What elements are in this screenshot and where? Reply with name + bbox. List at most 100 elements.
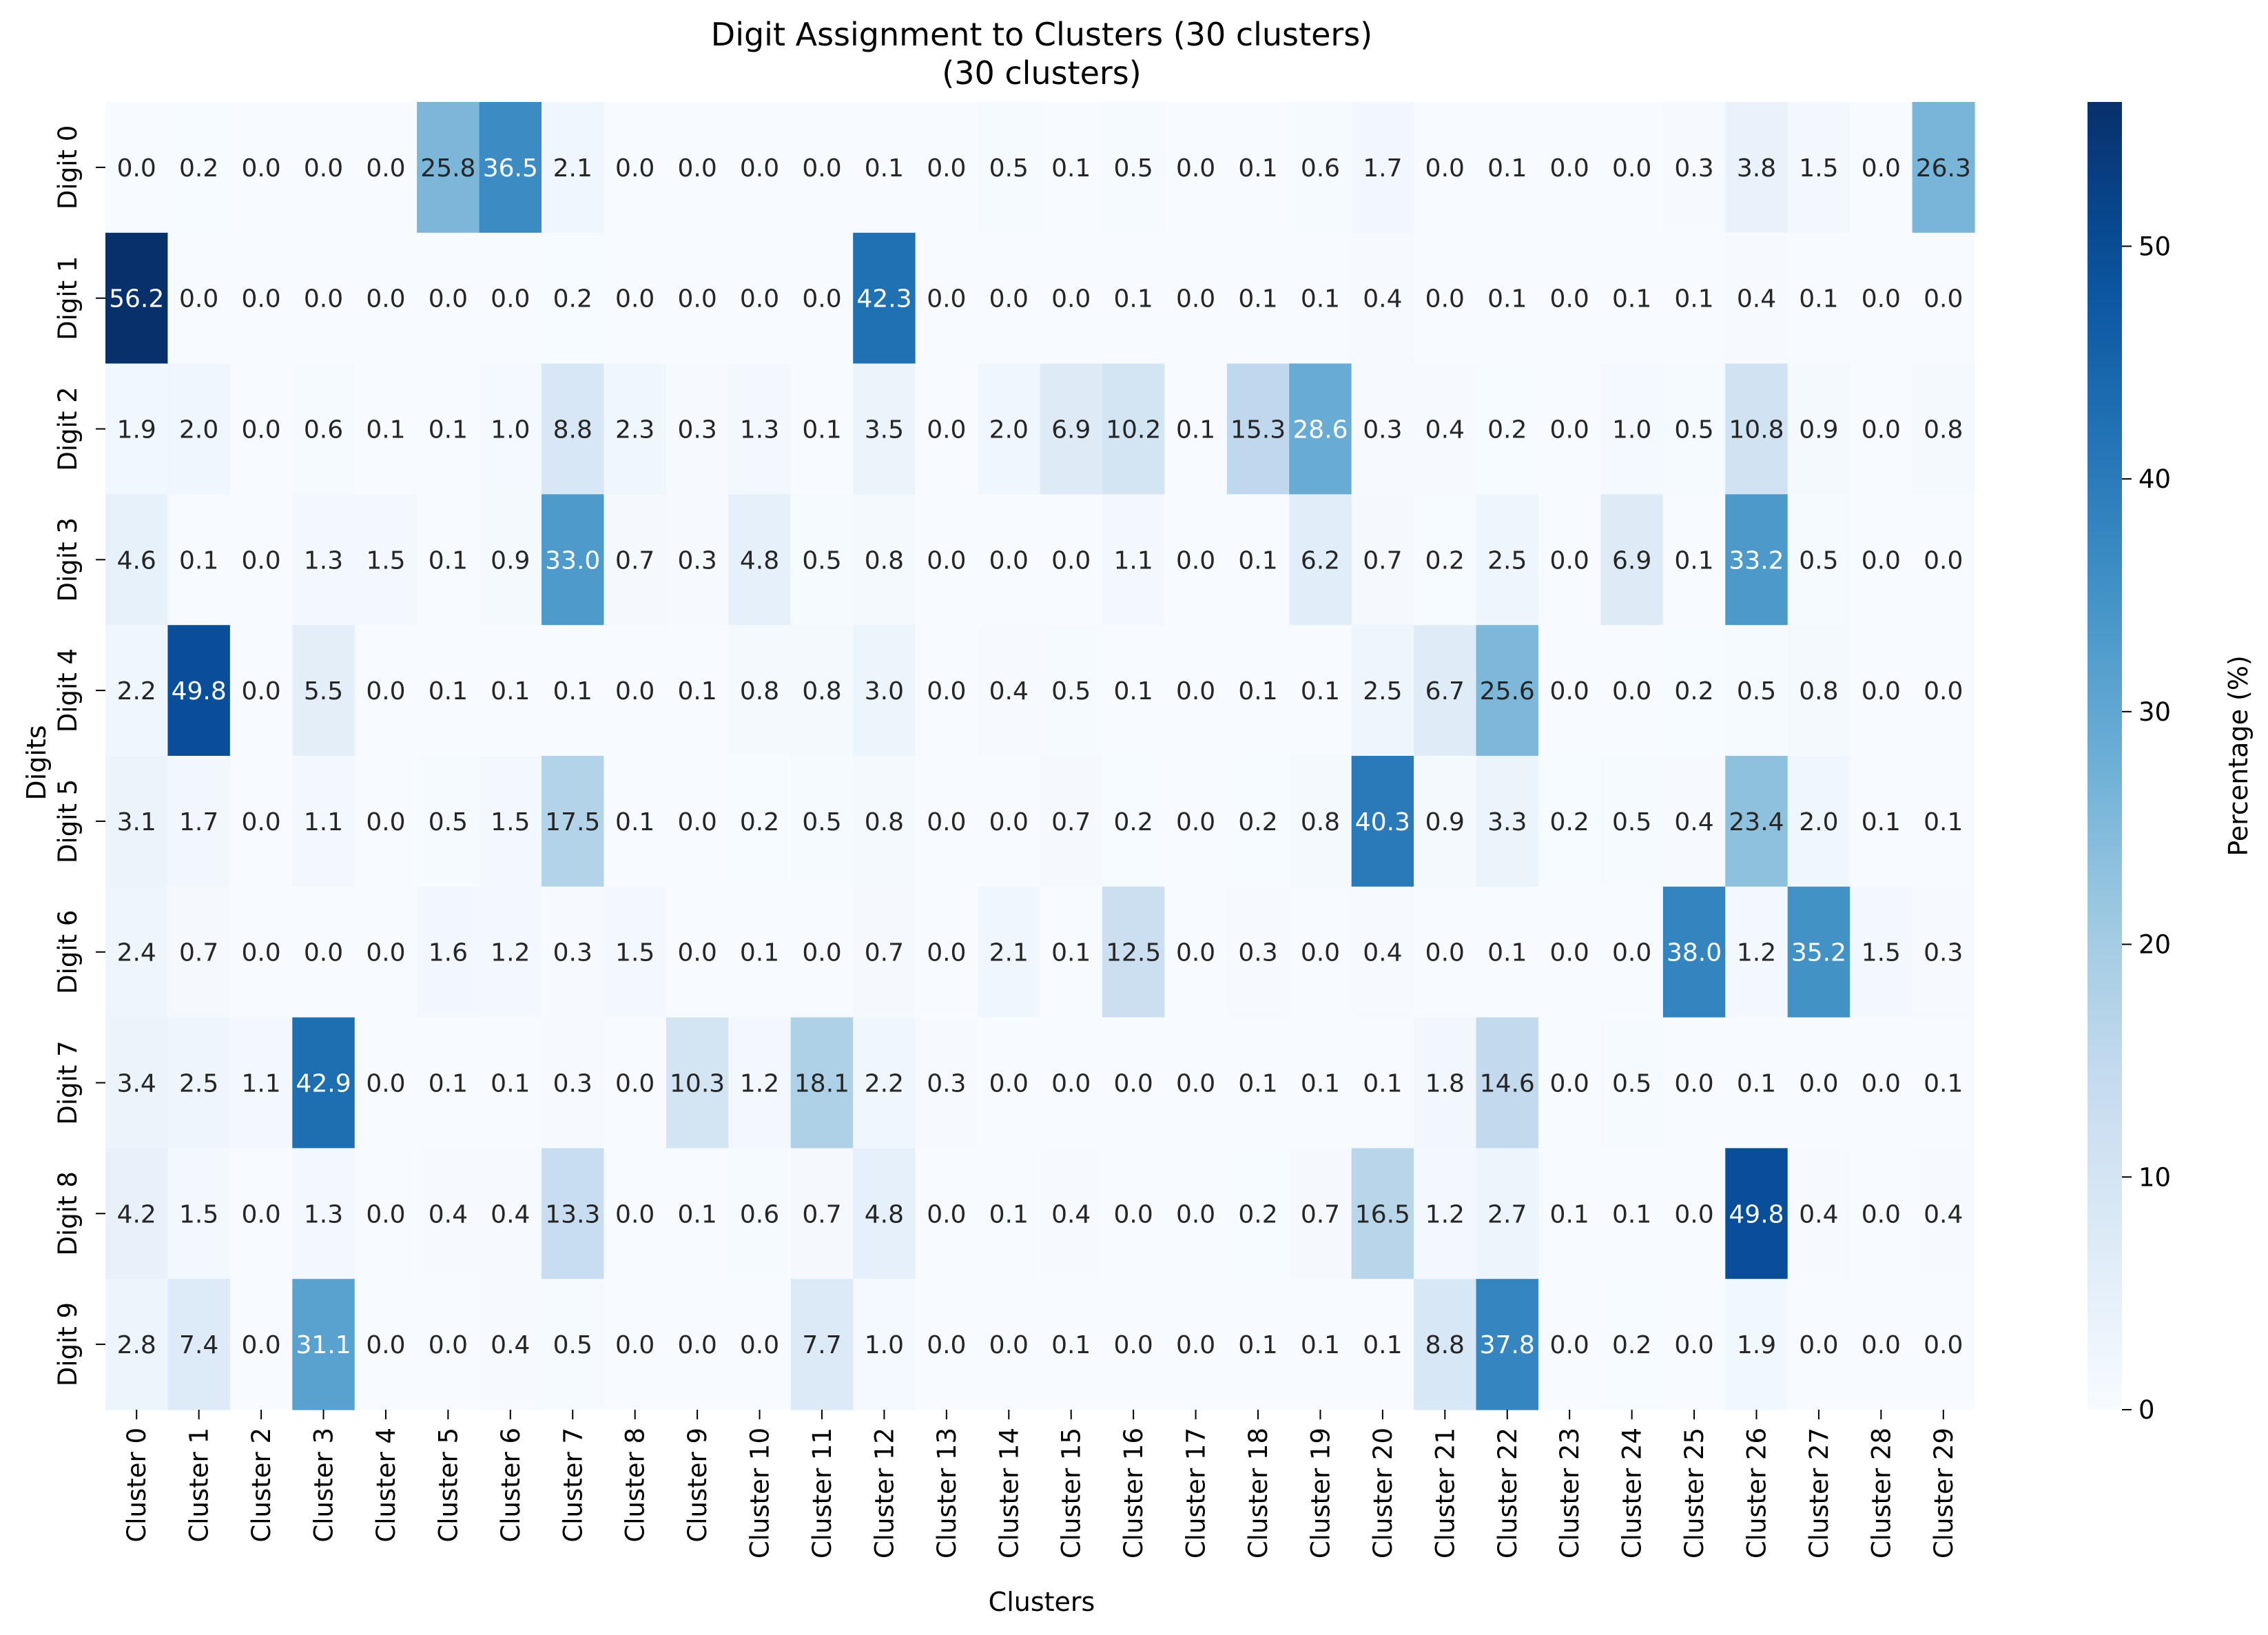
cell-value-label: 0.4 <box>1363 939 1402 967</box>
heatmap-cell <box>1538 1148 1601 1279</box>
cell-value-label: 0.5 <box>1674 416 1713 444</box>
cell-value-label: 0.1 <box>1612 285 1651 313</box>
cell-value-label: 0.0 <box>1862 677 1901 706</box>
heatmap-cell <box>1414 756 1477 887</box>
heatmap-cell <box>604 1017 667 1149</box>
cell-value-label: 0.0 <box>615 677 654 706</box>
heatmap-cell <box>1538 1279 1601 1410</box>
colorbar-tick-label: 40 <box>2138 464 2171 494</box>
heatmap-cell <box>853 232 916 364</box>
cell-value-label: 0.3 <box>553 939 592 967</box>
heatmap-cell <box>915 1017 978 1149</box>
cell-value-label: 0.1 <box>1176 416 1215 444</box>
heatmap-cell <box>417 363 480 495</box>
cell-value-label: 0.0 <box>1550 285 1589 313</box>
cell-value-label: 0.4 <box>1674 808 1713 836</box>
heatmap-cell <box>1538 232 1601 364</box>
heatmap-cell <box>1850 1148 1913 1279</box>
heatmap-cell <box>292 1279 355 1410</box>
x-tick-label: Cluster 3 <box>309 1428 339 1543</box>
cell-value-label: 0.1 <box>1051 939 1091 967</box>
heatmap-cell <box>1289 102 1352 234</box>
cell-value-label: 0.1 <box>1301 1070 1340 1098</box>
cell-value-label: 3.5 <box>865 416 904 444</box>
cell-value-label: 0.1 <box>1674 285 1713 313</box>
cell-value-label: 3.8 <box>1737 154 1776 183</box>
heatmap-cell <box>542 1279 605 1410</box>
cell-value-label: 0.1 <box>1114 677 1153 706</box>
cell-value-label: 0.0 <box>927 939 966 967</box>
cell-value-label: 26.3 <box>1916 154 1971 183</box>
cell-value-label: 0.3 <box>677 416 717 444</box>
heatmap-cell <box>978 886 1041 1018</box>
heatmap-cell <box>105 756 169 887</box>
heatmap-cell <box>1850 363 1913 495</box>
cell-value-label: 0.3 <box>1363 416 1402 444</box>
heatmap-cell <box>167 494 231 626</box>
heatmap-cell <box>1040 1017 1103 1149</box>
cell-value-label: 8.8 <box>553 416 592 444</box>
cell-value-label: 0.1 <box>615 808 654 836</box>
heatmap-cell <box>853 1279 916 1410</box>
heatmap-cell <box>1102 756 1165 887</box>
cell-value-label: 0.5 <box>1612 808 1651 836</box>
heatmap-cell <box>542 886 605 1018</box>
heatmap-cell <box>479 494 542 626</box>
heatmap-cell <box>292 756 355 887</box>
heatmap-cell <box>167 625 231 757</box>
y-tick-label: Digit 4 <box>53 648 83 732</box>
cell-value-label: 0.4 <box>1799 1200 1838 1228</box>
heatmap-cell <box>1102 1148 1165 1279</box>
cell-value-label: 1.3 <box>304 1200 343 1228</box>
heatmap-cell <box>1351 1017 1414 1149</box>
cell-value-label: 0.0 <box>1924 1331 1963 1359</box>
cell-value-label: 0.0 <box>241 1331 280 1359</box>
cell-value-label: 0.0 <box>1862 416 1901 444</box>
cell-value-label: 1.5 <box>615 939 654 967</box>
heatmap-cell <box>1102 494 1165 626</box>
cell-value-label: 0.0 <box>1425 154 1465 183</box>
cell-value-label: 0.4 <box>989 677 1029 706</box>
heatmap-cell <box>479 756 542 887</box>
heatmap-cell <box>1662 886 1726 1018</box>
heatmap-cell <box>417 494 480 626</box>
heatmap-cell <box>1040 102 1103 234</box>
cell-value-label: 0.0 <box>1612 154 1651 183</box>
cell-value-label: 10.8 <box>1729 416 1784 444</box>
heatmap-cell <box>1600 494 1664 626</box>
heatmap-cell <box>1850 494 1913 626</box>
x-tick-label: Cluster 1 <box>185 1428 214 1543</box>
cell-value-label: 0.0 <box>927 416 966 444</box>
cell-value-label: 0.0 <box>1051 546 1091 575</box>
heatmap-cell <box>1787 363 1851 495</box>
heatmap-cell <box>167 102 231 234</box>
cell-value-label: 0.1 <box>1238 677 1277 706</box>
cell-value-label: 0.0 <box>1862 154 1901 183</box>
cell-value-label: 17.5 <box>545 808 600 836</box>
cell-value-label: 33.0 <box>545 546 600 575</box>
heatmap-cell <box>229 1148 293 1279</box>
heatmap-cell <box>542 1148 605 1279</box>
cell-value-label: 0.4 <box>1737 285 1776 313</box>
heatmap-cell <box>167 363 231 495</box>
cell-value-label: 0.2 <box>1238 1200 1277 1228</box>
heatmap-cell <box>728 886 792 1018</box>
heatmap-cell <box>479 625 542 757</box>
heatmap-cell <box>229 102 293 234</box>
cell-value-label: 0.1 <box>1238 154 1277 183</box>
heatmap-cell <box>1289 1148 1352 1279</box>
heatmap-cell <box>978 232 1041 364</box>
heatmap-cell <box>417 1148 480 1279</box>
heatmap-cell <box>1600 232 1664 364</box>
cell-value-label: 1.3 <box>304 546 343 575</box>
heatmap-cell <box>1850 756 1913 887</box>
heatmap-cell <box>1850 625 1913 757</box>
cell-value-label: 0.0 <box>1612 677 1651 706</box>
heatmap-cell <box>1476 363 1539 495</box>
y-tick-label: Digit 0 <box>53 125 83 209</box>
cell-value-label: 0.0 <box>241 546 280 575</box>
cell-value-label: 0.1 <box>1363 1331 1402 1359</box>
heatmap-cell <box>1040 232 1103 364</box>
heatmap-cell <box>915 102 978 234</box>
cell-value-label: 0.2 <box>1612 1331 1651 1359</box>
